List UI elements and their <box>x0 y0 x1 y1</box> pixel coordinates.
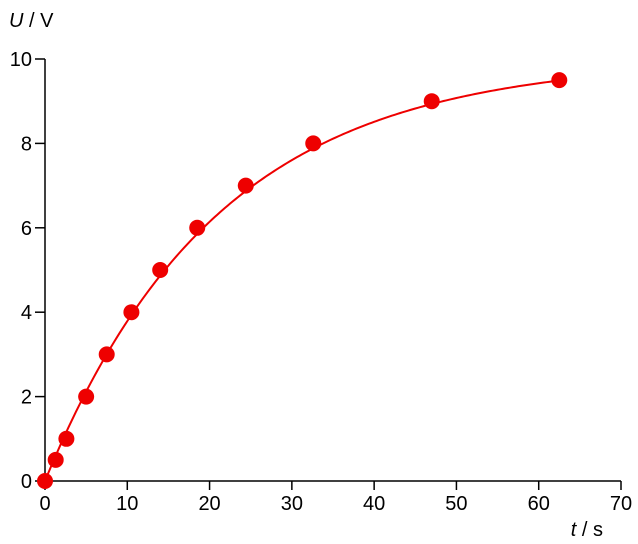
y-ticks: 0 2 4 6 8 10 <box>10 49 45 493</box>
x-tick-label: 20 <box>198 493 220 515</box>
y-tick-label: 0 <box>21 471 32 493</box>
data-point <box>58 430 75 447</box>
data-point <box>78 388 95 405</box>
x-axis-label: t / s <box>571 519 603 541</box>
data-point <box>47 451 64 468</box>
y-tick-label: 4 <box>21 302 32 324</box>
data-points <box>37 72 568 489</box>
x-tick-label: 0 <box>39 493 50 515</box>
y-tick-label: 6 <box>21 218 32 240</box>
x-tick-label: 30 <box>281 493 303 515</box>
y-tick-label: 8 <box>21 133 32 155</box>
fit-curve <box>44 79 560 482</box>
data-point <box>123 304 140 321</box>
x-tick-label: 50 <box>445 493 467 515</box>
x-tick-label: 70 <box>610 493 632 515</box>
x-tick-label: 60 <box>528 493 550 515</box>
x-axis-symbol: t <box>571 519 578 541</box>
x-ticks: 0 10 20 30 40 50 60 70 <box>39 481 632 515</box>
data-point <box>37 473 53 489</box>
x-tick-label: 10 <box>116 493 138 515</box>
data-point <box>152 262 169 278</box>
data-point <box>551 72 568 89</box>
data-point <box>98 346 115 363</box>
y-axis-label: U / V <box>9 10 54 32</box>
y-axis-unit: / V <box>23 10 54 32</box>
y-tick-label: 10 <box>10 49 32 71</box>
data-point <box>305 135 322 152</box>
data-point <box>423 93 440 110</box>
axes: 0 2 4 6 8 10 0 10 20 30 40 50 60 70 <box>10 49 632 515</box>
x-axis-unit: / s <box>576 519 603 541</box>
x-tick-label: 40 <box>363 493 385 515</box>
y-axis-symbol: U <box>9 10 24 32</box>
data-point <box>237 177 254 194</box>
y-tick-label: 2 <box>21 387 32 409</box>
data-point <box>189 219 206 236</box>
